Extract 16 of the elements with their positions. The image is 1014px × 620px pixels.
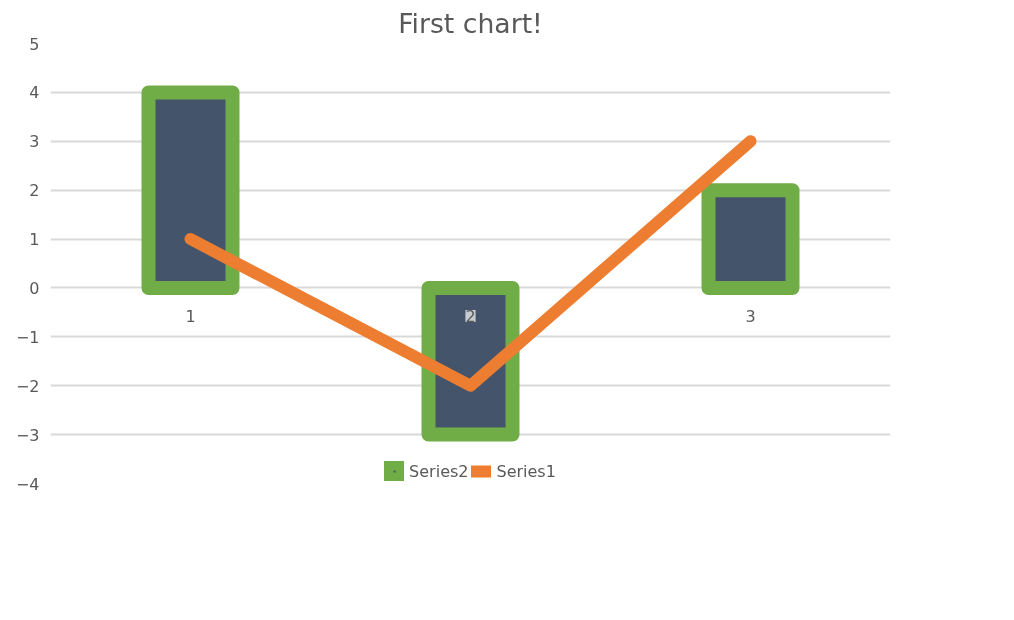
x-tick-label: 2 xyxy=(465,306,476,326)
chart-title: First chart! xyxy=(398,7,543,39)
x-tick-label: 3 xyxy=(745,306,756,326)
y-tick-label: −2 xyxy=(15,376,40,396)
y-tick-label: 4 xyxy=(29,83,40,103)
legend-label: Series2 xyxy=(409,461,469,481)
y-tick-label: −3 xyxy=(15,425,40,445)
y-tick-label: −4 xyxy=(15,474,40,494)
x-tick-label: 1 xyxy=(185,306,196,326)
y-tick-label: 0 xyxy=(29,278,40,298)
y-tick-label: 1 xyxy=(29,230,40,250)
y-tick-label: 5 xyxy=(29,34,40,54)
y-tick-label: −1 xyxy=(15,327,40,347)
y-tick-label: 3 xyxy=(29,132,40,152)
legend-label: Series1 xyxy=(496,461,556,481)
y-tick-label: 2 xyxy=(29,181,40,201)
